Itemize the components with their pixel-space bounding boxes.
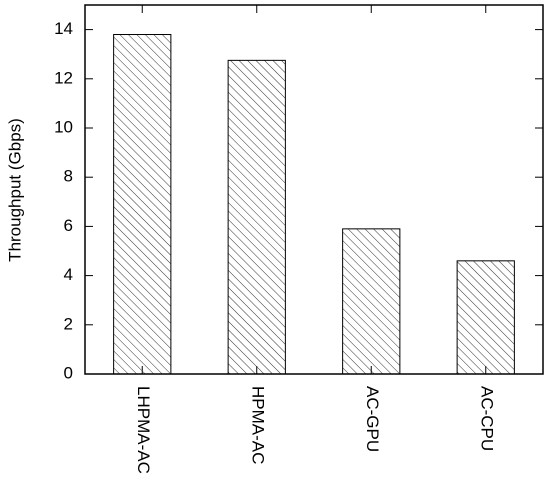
y-tick-label: 2: [64, 314, 73, 333]
x-tick-label: HPMA-AC: [248, 386, 267, 464]
y-tick-label: 14: [54, 19, 73, 38]
y-tick-label: 4: [64, 265, 73, 284]
y-tick-label: 0: [64, 363, 73, 382]
bar: [342, 228, 401, 375]
y-tick-label: 12: [54, 68, 73, 87]
y-tick-label: 6: [64, 216, 73, 235]
x-tick-label: LHPMA-AC: [134, 386, 153, 474]
x-tick-label: AC-CPU: [477, 386, 496, 451]
bar: [227, 59, 286, 375]
y-tick-label: 10: [54, 117, 73, 136]
y-tick-label: 8: [64, 167, 73, 186]
y-axis-label: Throughput (Gbps): [5, 118, 24, 262]
plot-frame: [84, 4, 544, 375]
bar: [456, 260, 515, 375]
x-tick-label: AC-GPU: [363, 386, 382, 452]
bar: [113, 34, 172, 375]
